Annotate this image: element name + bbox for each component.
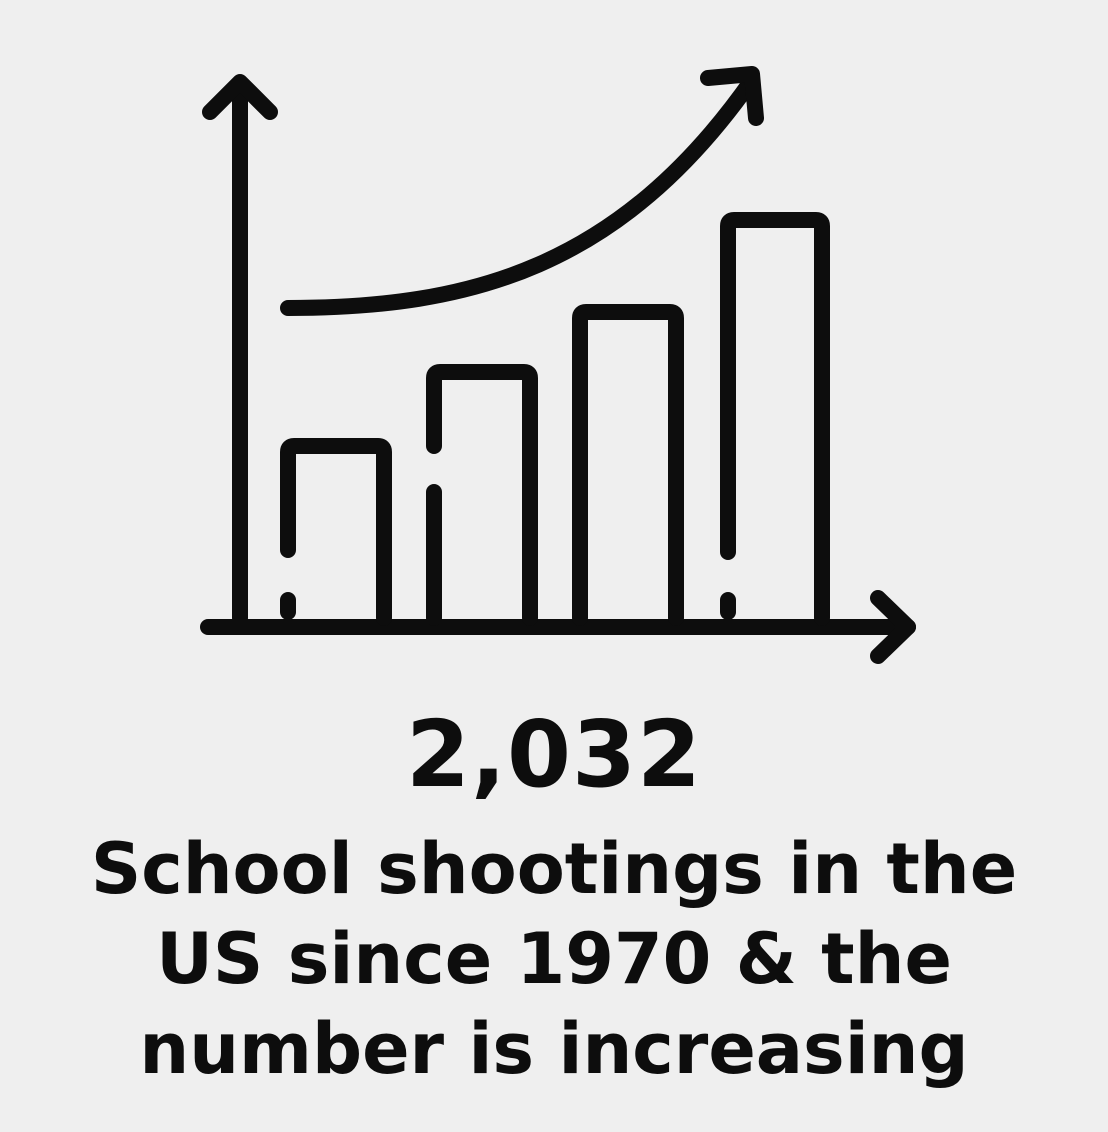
x-axis-arrowhead — [870, 590, 916, 664]
bar-1-outline — [280, 438, 392, 626]
caption: School shootings in the US since 1970 & … — [40, 824, 1068, 1094]
caption-line-1: School shootings in the — [90, 828, 1018, 910]
caption-line-3: number is increasing — [139, 1008, 969, 1090]
bar-chart-arrow-icon — [200, 66, 916, 664]
bar-4-outline — [720, 212, 830, 626]
stat-number: 2,032 — [405, 701, 702, 808]
caption-line-2: US since 1970 & the — [156, 918, 952, 1000]
y-axis-arrowhead — [202, 74, 278, 120]
bar-2-outline — [426, 364, 538, 626]
trend-arrowhead — [700, 66, 764, 126]
trend-curve — [280, 72, 760, 316]
growth-chart-icon — [200, 66, 916, 664]
bar-3-outline — [572, 304, 684, 626]
